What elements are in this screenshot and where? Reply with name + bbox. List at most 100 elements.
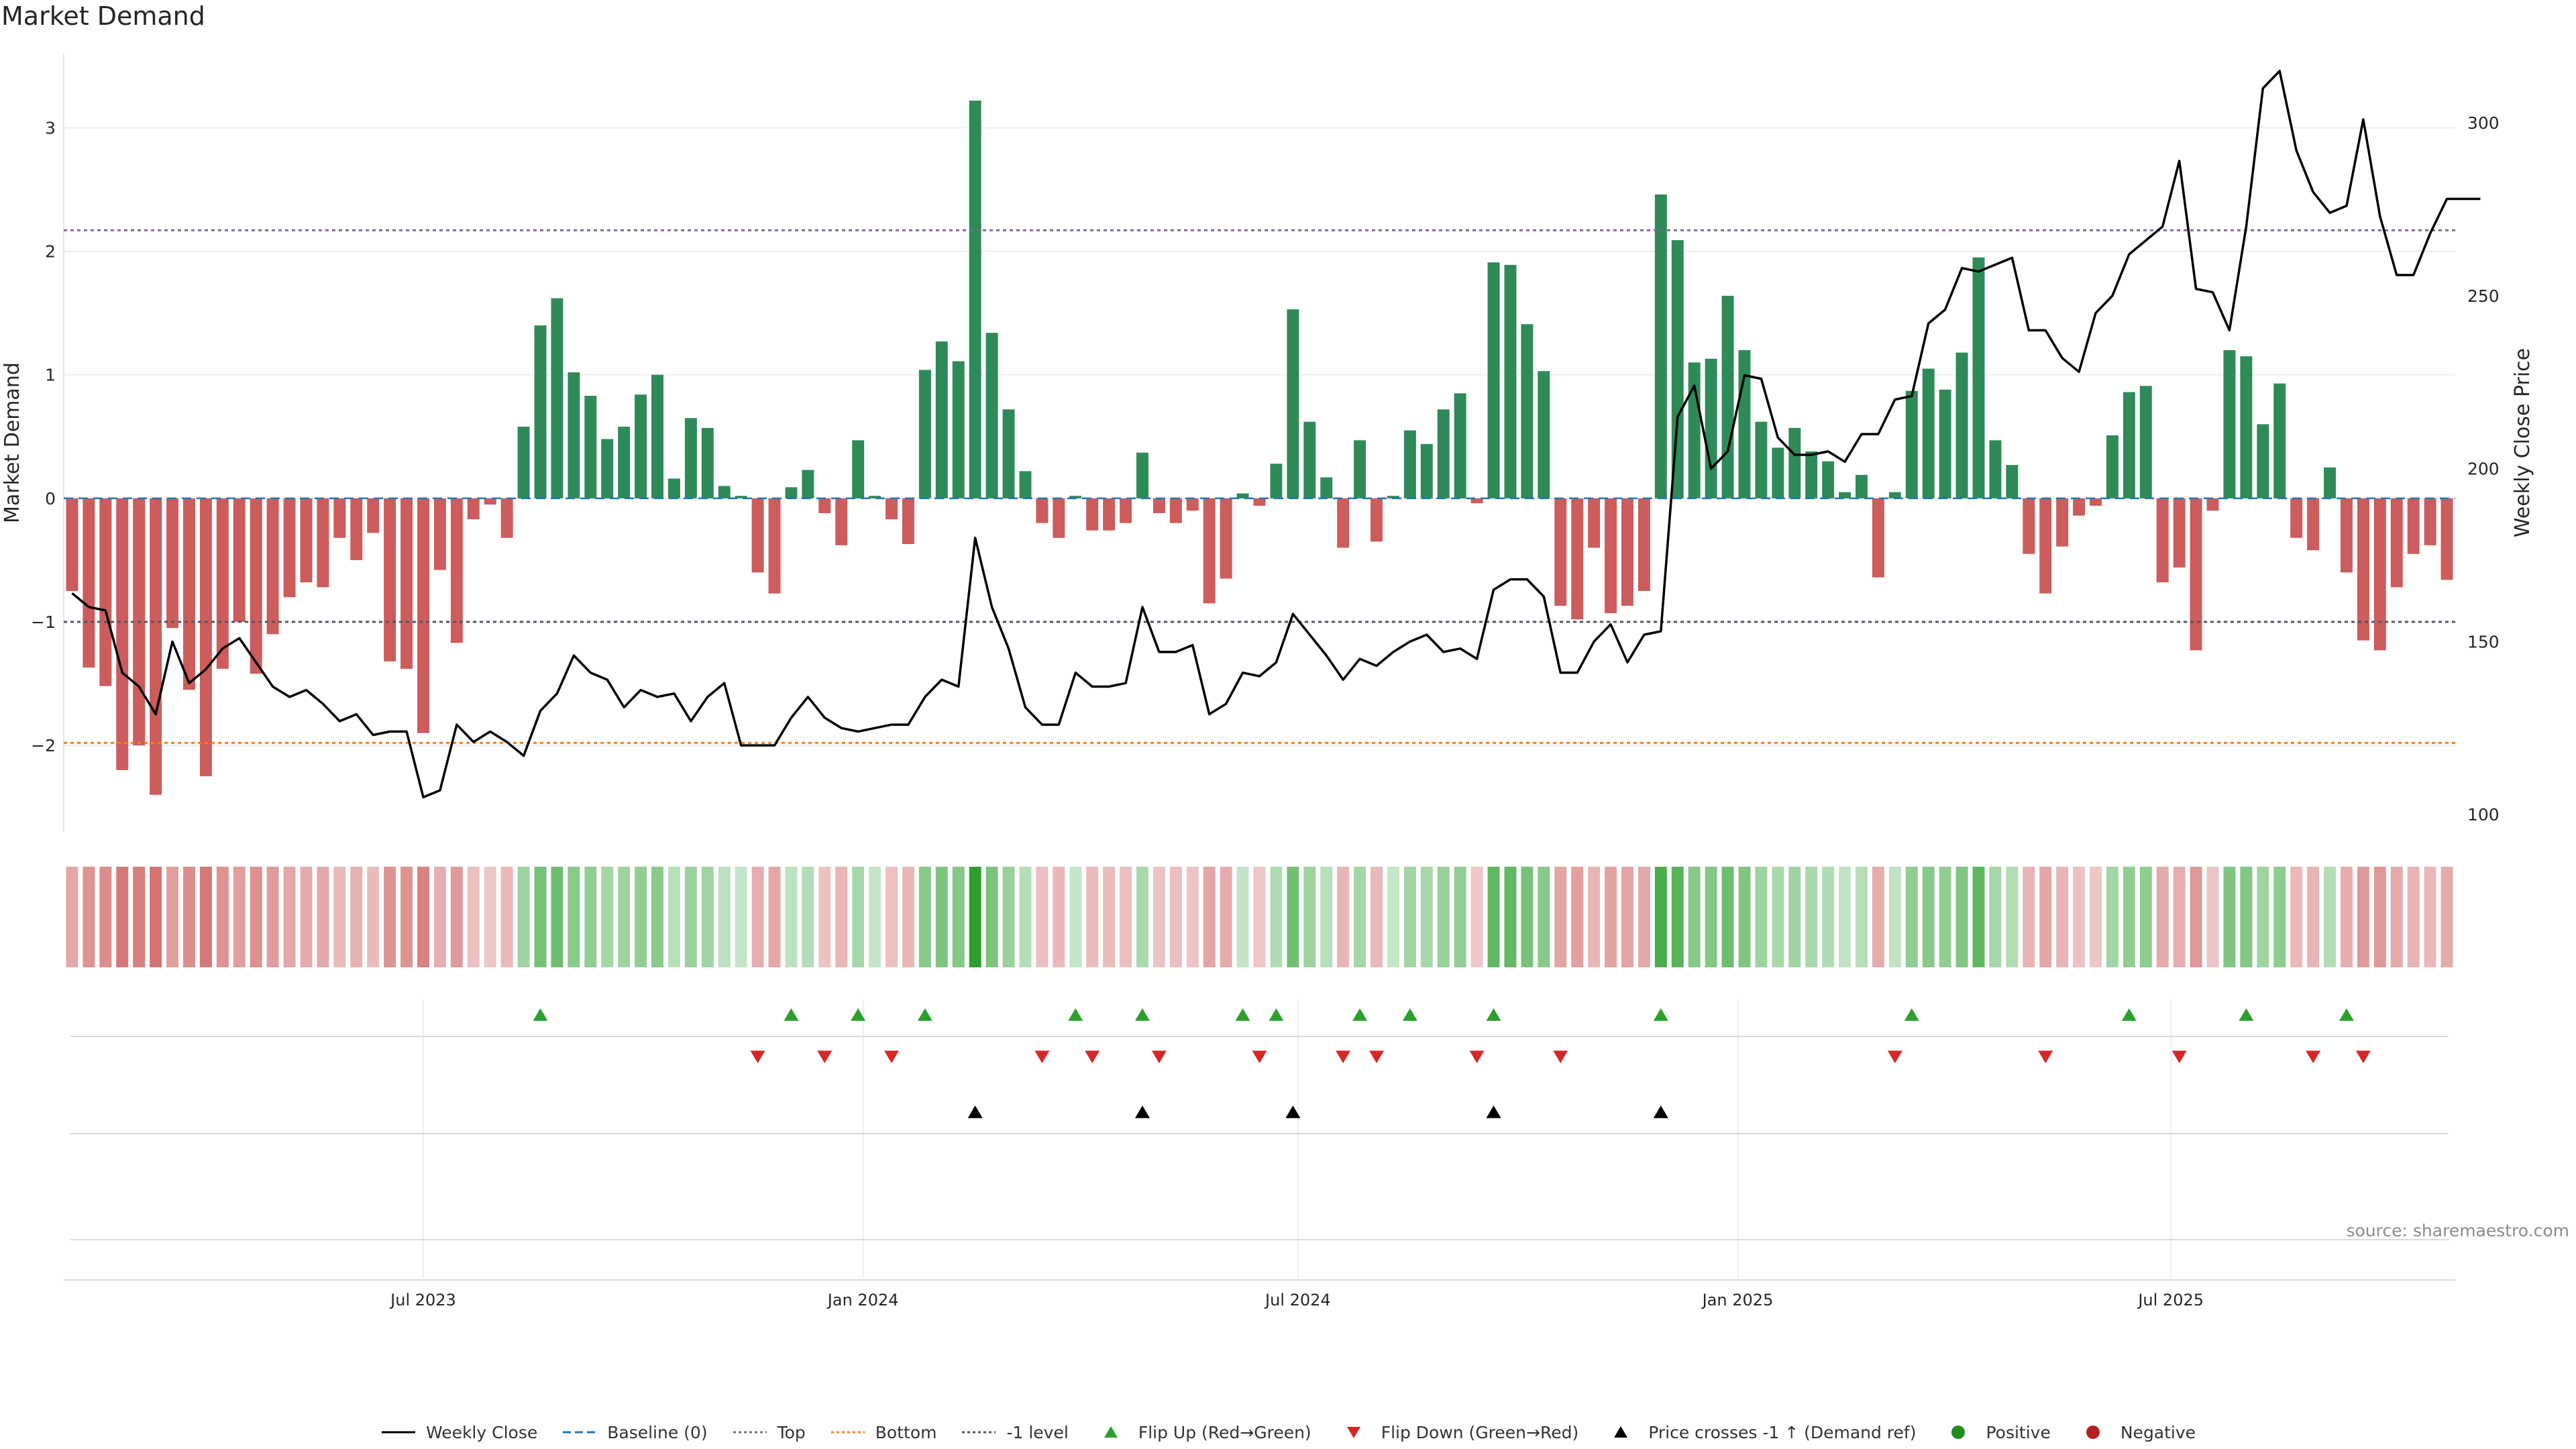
y-axis-label: Market Demand	[1, 362, 24, 523]
heat-cell	[1354, 867, 1366, 967]
heat-cell	[2440, 867, 2453, 967]
legend-label: Flip Down (Green→Red)	[1381, 1422, 1579, 1442]
heat-cell	[1905, 867, 1918, 967]
demand-bar	[551, 298, 564, 498]
flip-up-marker	[1402, 1008, 1417, 1021]
demand-bar	[216, 498, 229, 669]
heat-cell	[183, 867, 195, 967]
heat-cell	[133, 867, 146, 967]
heat-cell	[1270, 867, 1283, 967]
legend-swatch	[1951, 1426, 1966, 1439]
heat-cell	[1504, 867, 1517, 967]
heat-cell	[2324, 867, 2336, 967]
demand-bar	[751, 498, 764, 573]
heat-cell	[2290, 867, 2303, 967]
demand-bar	[2324, 467, 2336, 498]
demand-bar	[1387, 496, 1399, 498]
y-tick-label: 2	[45, 242, 56, 262]
heat-cell	[2023, 867, 2035, 967]
flip-up-marker	[2239, 1008, 2254, 1021]
legend-label: -1 level	[1006, 1422, 1069, 1442]
demand-bar	[2173, 498, 2186, 568]
heat-cell	[735, 867, 747, 967]
heat-cell	[1888, 867, 1901, 967]
demand-bar	[467, 498, 480, 520]
heat-cell	[1053, 867, 1065, 967]
heat-cell	[350, 867, 363, 967]
demand-bar	[1086, 498, 1099, 531]
flip-down-marker	[1469, 1051, 1485, 1063]
heat-cell	[1136, 867, 1148, 967]
heat-cell	[751, 867, 764, 967]
demand-bar	[2073, 498, 2086, 516]
demand-bar	[2240, 356, 2253, 498]
heat-cell	[1955, 867, 1968, 967]
heat-cell	[2056, 867, 2069, 967]
demand-bar	[651, 374, 663, 498]
demand-bar	[1337, 498, 1350, 548]
legend-label: Weekly Close	[425, 1422, 538, 1442]
heat-cell	[1203, 867, 1216, 967]
heat-cell	[1120, 867, 1132, 967]
demand-bar	[718, 486, 731, 498]
demand-bar	[985, 333, 998, 498]
heat-cell	[1772, 867, 1784, 967]
demand-bar	[1253, 498, 1266, 506]
flip-up-marker	[1486, 1008, 1501, 1021]
demand-bar	[818, 498, 831, 513]
legend-label: Top	[777, 1422, 806, 1442]
flip-up-marker	[784, 1008, 799, 1021]
flip-up-marker	[1352, 1008, 1368, 1021]
legend-label: Flip Up (Red→Green)	[1138, 1422, 1311, 1442]
demand-bar	[635, 394, 647, 498]
heat-cell	[869, 867, 881, 967]
heat-cell	[2373, 867, 2386, 967]
demand-bar	[1621, 498, 1633, 606]
demand-bar	[2106, 435, 2118, 498]
demand-bar	[2273, 383, 2286, 498]
heat-cell	[2139, 867, 2152, 967]
flip-down-marker	[2038, 1051, 2053, 1063]
heat-cell	[684, 867, 697, 967]
heat-cell	[651, 867, 663, 967]
flip-down-marker	[1151, 1051, 1167, 1063]
demand-bar	[1638, 498, 1650, 591]
heat-cell	[1220, 867, 1232, 967]
heat-cell	[300, 867, 313, 967]
heat-cell	[83, 867, 95, 967]
heat-cell	[2424, 867, 2436, 967]
demand-bar	[1721, 295, 1734, 498]
heat-cell	[1554, 867, 1567, 967]
demand-bar	[400, 498, 413, 669]
heat-cell	[1036, 867, 1049, 967]
heat-cell	[1069, 867, 1082, 967]
heat-cell	[1738, 867, 1751, 967]
legend-item: Top	[732, 1423, 806, 1442]
demand-bar	[2223, 350, 2236, 498]
y2-axis-label: Weekly Close Price	[2511, 348, 2534, 537]
heat-cell	[601, 867, 614, 967]
demand-bar	[2139, 386, 2152, 498]
y2-tick-label: 250	[2467, 286, 2500, 306]
x-tick-label: Jul 2023	[389, 1291, 456, 1309]
demand-bar	[1571, 498, 1584, 620]
demand-bar	[199, 498, 212, 777]
heat-cell	[802, 867, 814, 967]
legend-item: Flip Down (Green→Red)	[1336, 1422, 1579, 1442]
heat-cell	[1972, 867, 1985, 967]
demand-bar	[2056, 498, 2069, 547]
demand-bar	[1053, 498, 1065, 538]
heat-cell	[367, 867, 380, 967]
flip-down-marker	[1553, 1051, 1568, 1063]
demand-bar	[2156, 498, 2169, 583]
demand-bar	[1287, 309, 1299, 498]
demand-bar	[1454, 393, 1466, 498]
heat-cell	[835, 867, 848, 967]
demand-bar	[735, 496, 747, 498]
heat-cell	[1103, 867, 1116, 967]
heat-cell	[317, 867, 329, 967]
demand-bar	[317, 498, 329, 588]
heat-cell	[150, 867, 162, 967]
heat-cell	[333, 867, 346, 967]
legend-swatch	[381, 1431, 415, 1434]
